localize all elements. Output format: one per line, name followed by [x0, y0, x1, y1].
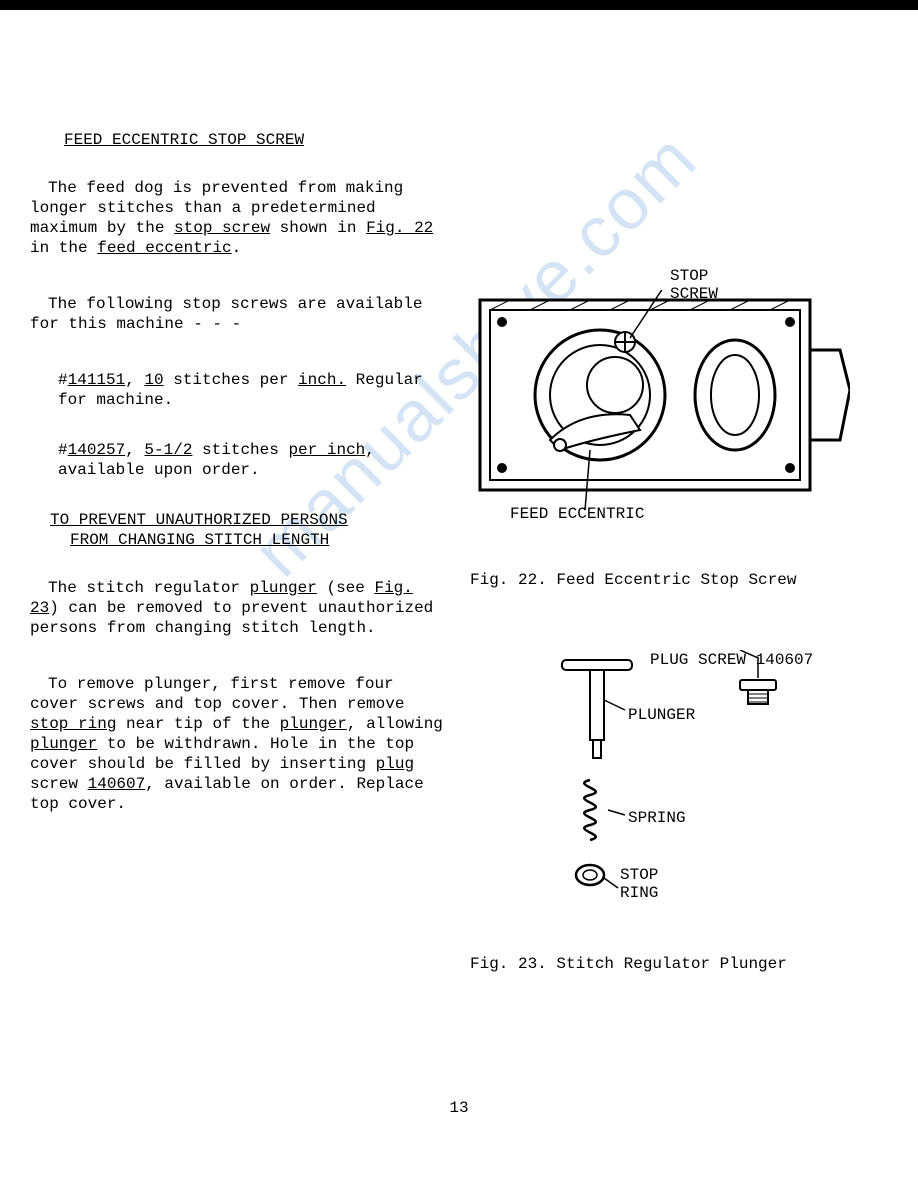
fig22-label-stop: STOP: [670, 266, 708, 286]
part-number: 140257: [68, 441, 126, 459]
text-underline: plunger: [250, 579, 317, 597]
figure-23: PLUG SCREW 140607 PLUNGER SPRING STOP RI…: [470, 650, 890, 930]
text: #: [58, 441, 68, 459]
text: screw: [30, 775, 88, 793]
text: The stitch regulator: [48, 579, 250, 597]
part-number: 140607: [88, 775, 146, 793]
fig22-caption: Fig. 22. Feed Eccentric Stop Screw: [470, 570, 890, 590]
section1-para1: The feed dog is prevented from making lo…: [30, 178, 450, 258]
text: ,: [125, 371, 144, 389]
text-underline: Fig. 22: [366, 219, 433, 237]
fig22-diagram: [470, 290, 850, 520]
fig23-label-ring: RING: [620, 883, 658, 903]
page: manualshive.com FEED ECCENTRIC STOP SCRE…: [0, 0, 918, 1188]
stop-screw-item-2: #140257, 5-1/2 stitches per inch, availa…: [58, 440, 450, 480]
text-underline: stop screw: [174, 219, 270, 237]
text: stitches: [192, 441, 288, 459]
figure-22: STOP SCREW: [470, 270, 890, 530]
text-underline: plug: [376, 755, 414, 773]
text: (see: [317, 579, 375, 597]
heading-line2: FROM CHANGING STITCH LENGTH: [70, 531, 329, 549]
text: .: [232, 239, 242, 257]
text: To remove plunger, first remove four cov…: [30, 675, 404, 713]
text: #: [58, 371, 68, 389]
text-underline: 5-1/2: [144, 441, 192, 459]
left-column: FEED ECCENTRIC STOP SCREW The feed dog i…: [30, 130, 450, 850]
fig23-label-spring: SPRING: [628, 808, 686, 828]
fig23-label-plunger: PLUNGER: [628, 705, 695, 725]
part-number: 141151: [68, 371, 126, 389]
fig23-label-plug-screw: PLUG SCREW 140607: [650, 650, 813, 670]
text-underline: 10: [144, 371, 163, 389]
text-underline: stop ring: [30, 715, 116, 733]
text: near tip of the: [116, 715, 279, 733]
text: ,: [125, 441, 144, 459]
fig23-caption: Fig. 23. Stitch Regulator Plunger: [470, 954, 890, 974]
stop-screw-item-1: #141151, 10 stitches per inch. Regular f…: [58, 370, 450, 410]
fig23-label-stop: STOP: [620, 865, 658, 885]
text-underline: inch.: [298, 371, 346, 389]
text-underline: plunger: [30, 735, 97, 753]
fig22-label-feed-eccentric: FEED ECCENTRIC: [510, 504, 644, 524]
text: stitches per: [164, 371, 298, 389]
text: shown in: [270, 219, 366, 237]
section1-para2: The following stop screws are available …: [30, 294, 450, 334]
text-underline: plunger: [280, 715, 347, 733]
heading-line1: TO PREVENT UNAUTHORIZED PERSONS: [50, 511, 348, 529]
text-underline: per inch: [288, 441, 365, 459]
page-number: 13: [0, 1098, 918, 1118]
right-column: STOP SCREW: [470, 270, 890, 974]
text: , allowing: [347, 715, 443, 733]
fig23-diagram: [490, 650, 850, 910]
section2-para1: The stitch regulator plunger (see Fig. 2…: [30, 578, 450, 638]
text: in the: [30, 239, 97, 257]
text-underline: feed eccentric: [97, 239, 231, 257]
section2-para2: To remove plunger, first remove four cov…: [30, 674, 450, 814]
text: ) can be removed to prevent unauthorized…: [30, 599, 433, 637]
section1-heading: FEED ECCENTRIC STOP SCREW: [64, 130, 450, 150]
section2-heading: TO PREVENT UNAUTHORIZED PERSONS FROM CHA…: [50, 510, 450, 550]
